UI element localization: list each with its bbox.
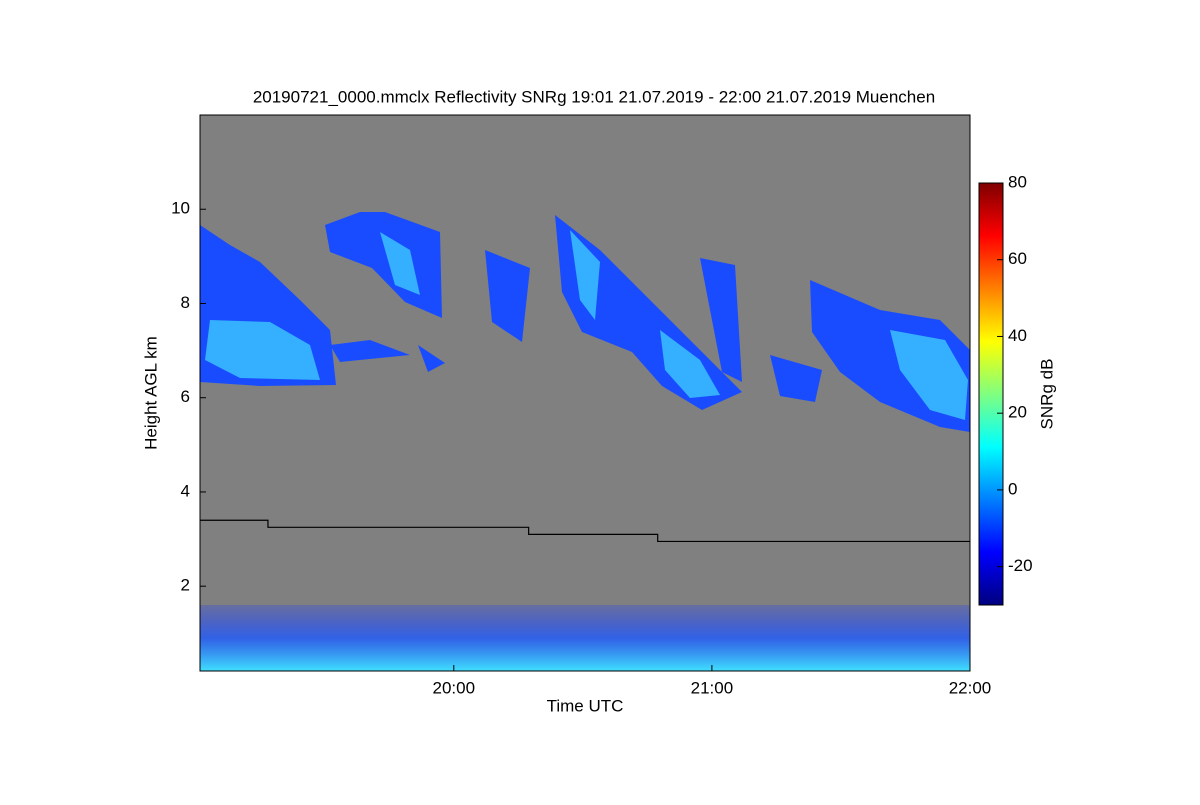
plot-background (200, 115, 970, 671)
colorbar-tick-label: 80 (1008, 172, 1027, 191)
y-tick-label: 8 (181, 293, 190, 312)
colorbar-label: SNRg dB (1037, 359, 1056, 430)
ground-clutter (200, 605, 970, 671)
colorbar-tick-label: 60 (1008, 249, 1027, 268)
x-tick-label: 21:00 (691, 678, 734, 697)
plot-frame (199, 114, 971, 672)
y-tick-label: 4 (181, 481, 190, 500)
y-axis-label: Height AGL km (141, 336, 160, 450)
melting-layer-line (200, 519, 970, 543)
colorbar-tick-label: 40 (1008, 326, 1027, 345)
colorbar-tick-label: 20 (1008, 403, 1027, 422)
y-tick-label: 2 (181, 576, 190, 595)
x-axis-label: Time UTC (547, 696, 624, 715)
chart-title: 20190721_0000.mmclx Reflectivity SNRg 19… (253, 87, 935, 106)
colorbar-tick-label: 0 (1008, 479, 1017, 498)
colorbar-tick-label: -20 (1008, 556, 1033, 575)
y-tick-label: 6 (181, 387, 190, 406)
echo-field (200, 212, 970, 671)
x-tick-label: 20:00 (433, 678, 476, 697)
cloud-cores (205, 230, 968, 420)
colorbar (978, 182, 1004, 606)
x-tick-label: 22:00 (949, 678, 992, 697)
y-tick-label: 10 (171, 199, 190, 218)
